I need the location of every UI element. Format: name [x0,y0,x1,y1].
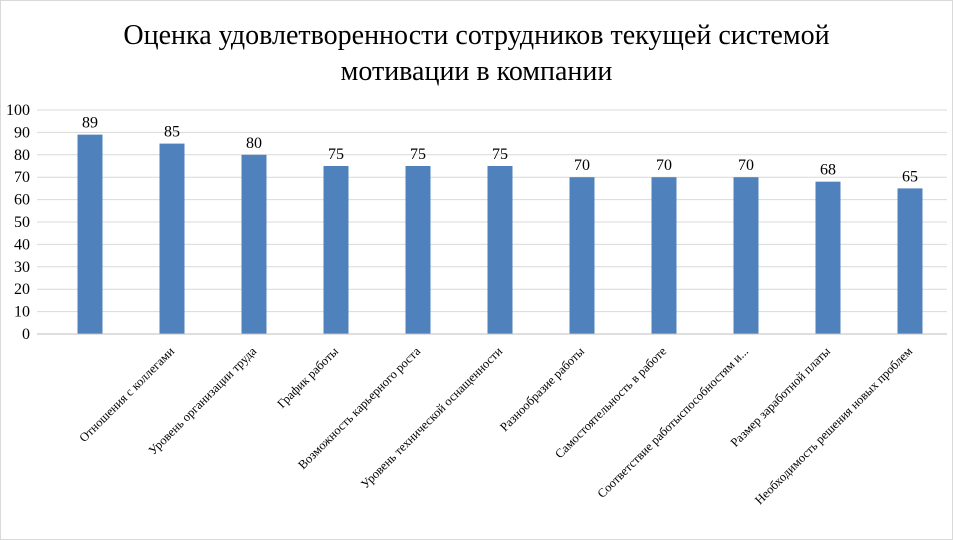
data-label: 70 [574,157,590,174]
data-labels: 89 85 80 75 75 75 70 70 70 68 65 [82,115,918,186]
bar [405,166,431,334]
category-label: Уровень технической оснащенности [358,344,505,491]
data-label: 68 [820,162,836,179]
data-label: 65 [902,168,918,185]
category-label: Соответствие работыспособностям и... [595,344,752,501]
y-tick-label: 70 [14,169,30,186]
bar [897,188,923,334]
bar [733,177,759,334]
data-label: 89 [82,115,98,132]
y-tick-label: 40 [14,236,30,253]
y-tick-label: 10 [14,304,30,321]
y-tick-label: 90 [14,124,30,141]
y-tick-label: 80 [14,147,30,164]
y-tick-label: 0 [22,326,30,343]
y-axis-ticks: 0 10 20 30 40 50 60 70 80 90 100 [6,102,30,343]
bars [77,134,923,334]
y-tick-label: 50 [14,214,30,231]
bar [159,143,185,334]
chart-title-line-2: мотивации в компании [340,56,613,87]
bar [815,181,841,334]
data-label: 75 [492,146,508,163]
y-tick-label: 60 [14,192,30,209]
y-tick-label: 20 [14,281,30,298]
data-label: 70 [656,157,672,174]
category-label: Отношения с коллегами [76,344,177,445]
y-tick-label: 30 [14,259,30,276]
category-label: Необходимость решения новых проблем [752,344,915,507]
data-label: 80 [246,135,262,152]
data-label: 85 [164,124,180,141]
bar [651,177,677,334]
category-label: Разнообразие работы [497,344,587,434]
category-label: График работы [274,344,341,411]
bar [241,154,267,334]
bar [487,166,513,334]
data-label: 70 [738,157,754,174]
bar [323,166,349,334]
data-label: 75 [328,146,344,163]
bar [77,134,103,334]
data-label: 75 [410,146,426,163]
y-tick-label: 100 [6,102,30,119]
bar [569,177,595,334]
chart-title-line-1: Оценка удовлетворенности сотрудников тек… [123,20,830,51]
